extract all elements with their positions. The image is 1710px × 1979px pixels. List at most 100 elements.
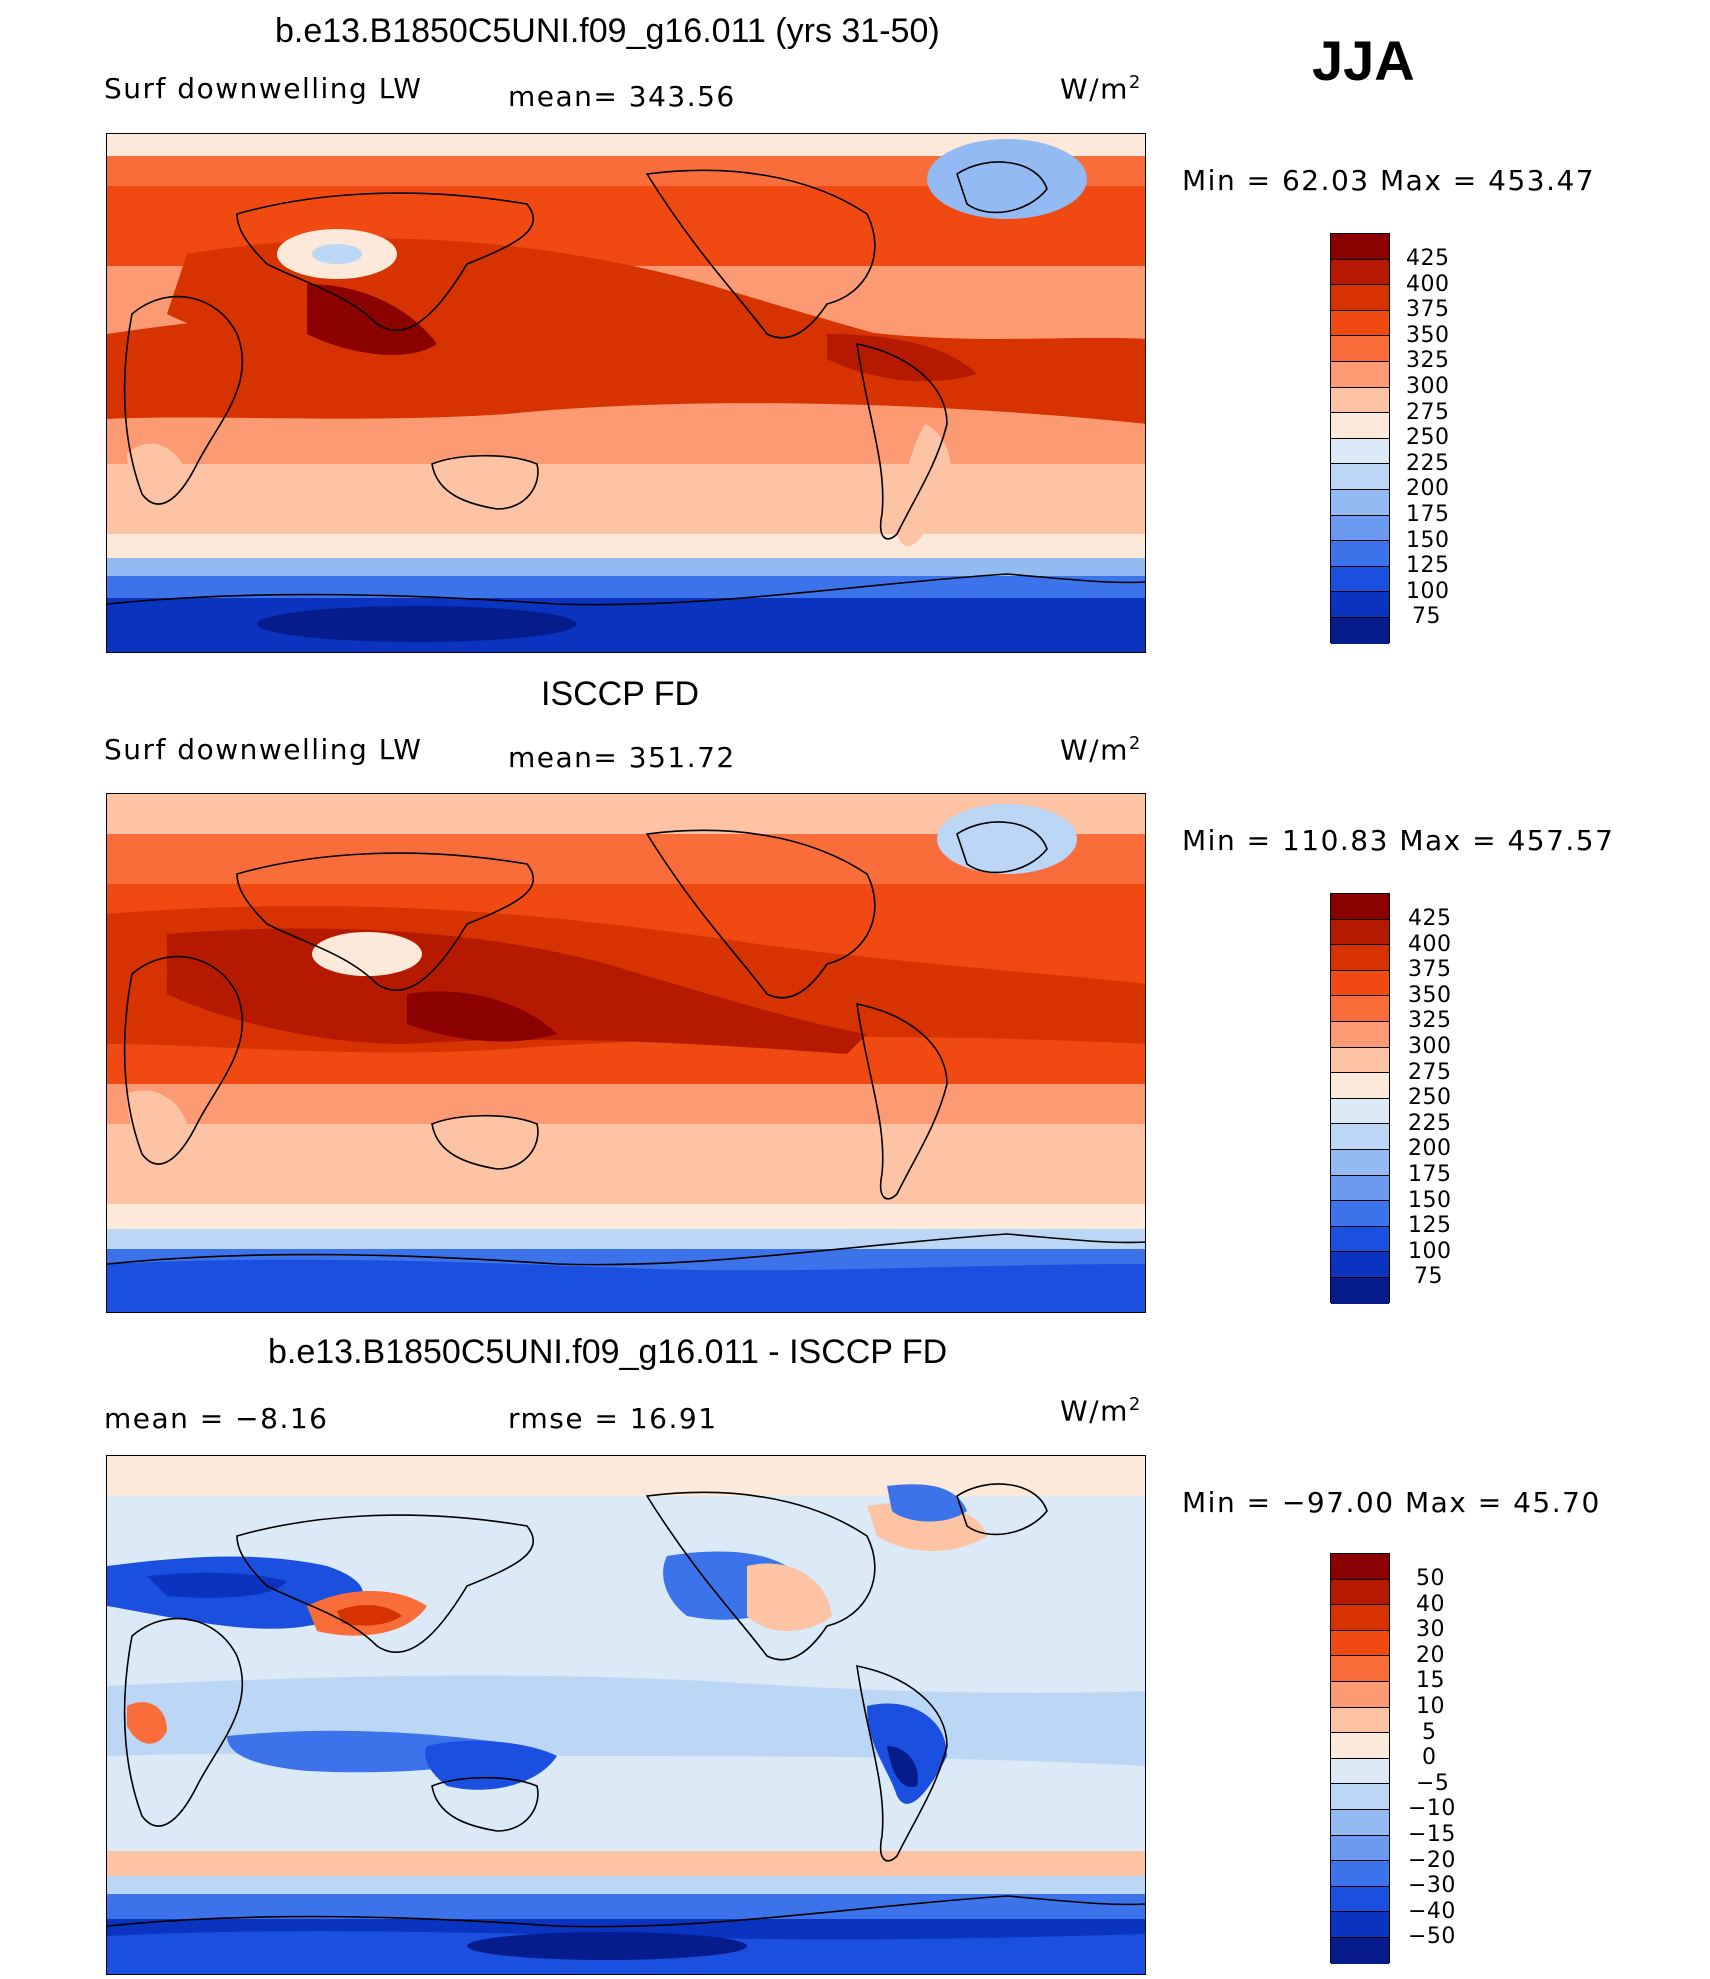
colorbar-swatch bbox=[1331, 1681, 1389, 1708]
colorbar-swatch bbox=[1331, 1758, 1389, 1785]
colorbar-swatch bbox=[1331, 1277, 1389, 1304]
colorbar-swatch bbox=[1331, 1912, 1389, 1938]
colorbar-swatch bbox=[1331, 413, 1389, 439]
colorbar-swatch bbox=[1331, 1201, 1389, 1227]
colorbar-swatch bbox=[1331, 1047, 1389, 1074]
colorbar-swatch bbox=[1331, 1707, 1389, 1734]
colorbar-swatch bbox=[1331, 945, 1389, 971]
panel-1-mean-label: mean= 343.56 bbox=[508, 80, 736, 113]
colorbar-tick-label: 300 bbox=[1408, 1034, 1452, 1059]
colorbar-swatch bbox=[1331, 1630, 1389, 1657]
season-label: JJA bbox=[1312, 29, 1415, 92]
colorbar-swatch bbox=[1331, 489, 1389, 516]
colorbar-swatch bbox=[1331, 1124, 1389, 1150]
colorbar-tick-label: −50 bbox=[1408, 1924, 1456, 1950]
panel-3-rmse-label: rmse = 16.91 bbox=[508, 1402, 718, 1435]
colorbar-swatch bbox=[1331, 1784, 1389, 1810]
colorbar-tick-label: 400 bbox=[1406, 271, 1450, 297]
colorbar-tick-label: 40 bbox=[1416, 1591, 1445, 1617]
colorbar-swatch bbox=[1331, 310, 1389, 337]
colorbar-tick-label: 10 bbox=[1416, 1694, 1445, 1719]
colorbar-swatch bbox=[1331, 1733, 1389, 1759]
colorbar-tick-label: 75 bbox=[1414, 1264, 1443, 1290]
colorbar-tick-label: 350 bbox=[1408, 982, 1452, 1008]
colorbar-swatch bbox=[1331, 438, 1389, 465]
colorbar-tick-label: 75 bbox=[1412, 604, 1441, 630]
colorbar-swatch bbox=[1331, 387, 1389, 414]
panel-3-map bbox=[106, 1455, 1146, 1975]
colorbar-swatch bbox=[1331, 1073, 1389, 1099]
panel-1-units-label: W/m2 bbox=[1060, 72, 1142, 106]
colorbar-swatch bbox=[1331, 1579, 1389, 1606]
colorbar-swatch bbox=[1331, 515, 1389, 542]
colorbar-swatch bbox=[1331, 894, 1389, 920]
colorbar-tick-label: 375 bbox=[1408, 957, 1452, 983]
colorbar-tick-label: −10 bbox=[1408, 1796, 1456, 1822]
panel-2-title: ISCCP FD bbox=[541, 675, 700, 713]
panel-3-title: b.e13.B1850C5UNI.f09_g16.011 - ISCCP FD bbox=[268, 1333, 948, 1371]
colorbar-tick-label: −20 bbox=[1408, 1847, 1456, 1873]
panel-2-units-label: W/m2 bbox=[1060, 733, 1142, 767]
colorbar-tick-label: 225 bbox=[1408, 1110, 1452, 1136]
colorbar-tick-label: 225 bbox=[1406, 450, 1450, 476]
colorbar-tick-label: 425 bbox=[1408, 906, 1452, 931]
colorbar-swatch bbox=[1331, 617, 1389, 644]
colorbar-tick-label: 150 bbox=[1408, 1187, 1452, 1213]
colorbar-swatch bbox=[1331, 1149, 1389, 1176]
panel-1-variable-label: Surf downwelling LW bbox=[104, 72, 423, 105]
colorbar-swatch bbox=[1331, 970, 1389, 997]
colorbar-swatch bbox=[1331, 592, 1389, 618]
colorbar-tick-label: 200 bbox=[1406, 476, 1450, 502]
colorbar-tick-label: 300 bbox=[1406, 374, 1450, 399]
colorbar-tick-label: 175 bbox=[1408, 1162, 1452, 1187]
colorbar-tick-label: 325 bbox=[1408, 1008, 1452, 1034]
colorbar-tick-label: 15 bbox=[1416, 1668, 1445, 1694]
colorbar-tick-label: −5 bbox=[1416, 1770, 1450, 1796]
colorbar-swatch bbox=[1331, 996, 1389, 1022]
panel-2-min-max: Min = 110.83 Max = 457.57 bbox=[1182, 824, 1615, 857]
colorbar-swatch bbox=[1331, 361, 1389, 388]
colorbar-swatch bbox=[1331, 541, 1389, 567]
colorbar-tick-label: 100 bbox=[1406, 578, 1450, 604]
panel-1-colorbar bbox=[1330, 233, 1390, 644]
panel-3-mean-label: mean = −8.16 bbox=[104, 1402, 329, 1435]
panel-2-variable-label: Surf downwelling LW bbox=[104, 733, 423, 766]
colorbar-swatch bbox=[1331, 1835, 1389, 1862]
colorbar-swatch bbox=[1331, 336, 1389, 362]
colorbar-swatch bbox=[1331, 1554, 1389, 1580]
colorbar-swatch bbox=[1331, 1886, 1389, 1913]
panel-1-title: b.e13.B1850C5UNI.f09_g16.011 (yrs 31-50) bbox=[275, 12, 940, 50]
colorbar-swatch bbox=[1331, 1809, 1389, 1836]
colorbar-tick-label: 425 bbox=[1406, 246, 1450, 271]
panel-3-units-label: W/m2 bbox=[1060, 1394, 1142, 1428]
colorbar-swatch bbox=[1331, 1252, 1389, 1278]
panel-2-map bbox=[106, 793, 1146, 1313]
colorbar-swatch bbox=[1331, 566, 1389, 593]
colorbar-swatch bbox=[1331, 234, 1389, 260]
colorbar-swatch bbox=[1331, 1226, 1389, 1253]
colorbar-swatch bbox=[1331, 1021, 1389, 1048]
colorbar-tick-label: 0 bbox=[1422, 1745, 1437, 1771]
colorbar-tick-label: −40 bbox=[1408, 1898, 1456, 1924]
colorbar-tick-label: −30 bbox=[1408, 1873, 1456, 1899]
colorbar-tick-label: 150 bbox=[1406, 527, 1450, 553]
colorbar-tick-label: 325 bbox=[1406, 348, 1450, 374]
colorbar-tick-label: 250 bbox=[1408, 1085, 1452, 1111]
colorbar-tick-label: 5 bbox=[1422, 1719, 1437, 1745]
colorbar-tick-label: 50 bbox=[1416, 1566, 1445, 1591]
colorbar-tick-label: 275 bbox=[1408, 1059, 1452, 1085]
colorbar-tick-label: 350 bbox=[1406, 322, 1450, 348]
colorbar-tick-label: 275 bbox=[1406, 399, 1450, 425]
colorbar-swatch bbox=[1331, 285, 1389, 311]
colorbar-tick-label: 200 bbox=[1408, 1136, 1452, 1162]
colorbar-swatch bbox=[1331, 1098, 1389, 1125]
colorbar-tick-label: 250 bbox=[1406, 425, 1450, 451]
colorbar-swatch bbox=[1331, 1937, 1389, 1964]
colorbar-swatch bbox=[1331, 259, 1389, 286]
colorbar-tick-label: −15 bbox=[1408, 1822, 1456, 1847]
panel-2-mean-label: mean= 351.72 bbox=[508, 741, 736, 774]
panel-3-colorbar bbox=[1330, 1553, 1390, 1964]
panel-3-min-max: Min = −97.00 Max = 45.70 bbox=[1182, 1486, 1601, 1519]
panel-1-min-max: Min = 62.03 Max = 453.47 bbox=[1182, 164, 1596, 197]
colorbar-swatch bbox=[1331, 1861, 1389, 1887]
